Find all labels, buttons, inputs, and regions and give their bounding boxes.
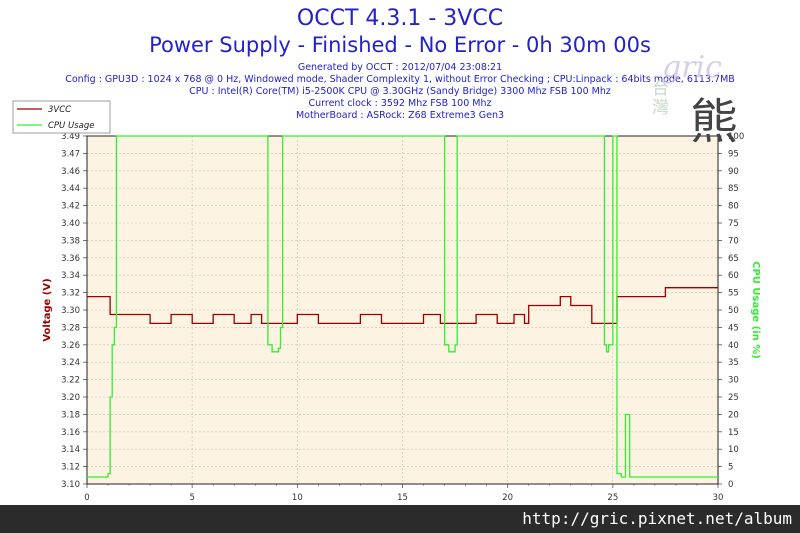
y-tick-label: 3.40: [61, 219, 80, 229]
y-tick-label: 3.32: [61, 289, 80, 299]
y-tick-label: 3.24: [61, 358, 80, 368]
y-tick-label: 3.30: [61, 306, 80, 316]
generated-line: Generated by OCCT : 2012/07/04 23:08:21: [297, 62, 503, 73]
watermark-logo-big: 熊: [690, 94, 739, 150]
x-tick-label: 30: [713, 493, 724, 503]
y2-tick-label: 10: [728, 445, 739, 455]
clock-line: Current clock : 3592 Mhz FSB 100 Mhz: [308, 98, 492, 109]
y2-tick-label: 20: [728, 410, 739, 420]
y-tick-label: 3.49: [61, 132, 80, 142]
y2-tick-label: 30: [728, 376, 739, 386]
x-tick-label: 15: [397, 493, 408, 503]
y2-tick-label: 100: [728, 132, 744, 142]
footer-url[interactable]: http://gric.pixnet.net/album: [522, 509, 792, 528]
y2-tick-label: 65: [728, 254, 739, 264]
footer-bar: http://gric.pixnet.net/album: [0, 505, 800, 533]
cpu-line: CPU : Intel(R) Core(TM) i5-2500K CPU @ 3…: [189, 86, 611, 97]
y2-tick-label: 80: [728, 202, 739, 212]
y-tick-label: 3.12: [61, 463, 80, 473]
y2-tick-label: 15: [728, 428, 739, 438]
legend: 3VCC CPU Usage: [12, 100, 111, 134]
y-tick-label: 3.38: [61, 236, 80, 246]
series-lines: [87, 135, 718, 478]
x-tick-label: 0: [84, 493, 89, 503]
series-line-cpu-usage: [87, 135, 718, 478]
series-line-3vcc: [87, 287, 718, 325]
y-tick-label: 3.28: [61, 323, 80, 333]
grid-lines: [86, 135, 719, 485]
y-tick-label: 3.44: [61, 184, 80, 194]
y-tick-label: 3.16: [61, 428, 80, 438]
y-tick-label: 3.10: [61, 480, 80, 490]
y2-tick-label: 95: [728, 149, 739, 159]
y-tick-label: 3.42: [61, 202, 80, 212]
motherboard-line: MotherBoard : ASRock: Z68 Extreme3 Gen3: [295, 110, 505, 121]
y-tick-label: 3.22: [61, 376, 80, 386]
y-tick-label: 3.36: [61, 254, 80, 264]
y2-tick-label: 55: [728, 289, 739, 299]
y2-tick-label: 85: [728, 184, 739, 194]
y-tick-label: 3.20: [61, 393, 80, 403]
y-tick-label: 3.18: [61, 410, 80, 420]
chart-title: OCCT 4.3.1 - 3VCC: [296, 6, 504, 31]
legend-label: 3VCC: [48, 105, 71, 115]
y2-tick-label: 35: [728, 358, 739, 368]
y-tick-label: 3.34: [61, 271, 80, 281]
y2-tick-label: 5: [728, 463, 733, 473]
y2-axis-label: CPU Usage (in %): [750, 261, 761, 359]
y2-tick-label: 50: [728, 306, 739, 316]
legend-box: [12, 100, 111, 134]
legend-label: CPU Usage: [48, 121, 94, 131]
y2-tick-label: 60: [728, 271, 739, 281]
watermark-logo-small: 台灣: [652, 79, 669, 118]
y2-tick-label: 70: [728, 236, 739, 246]
x-tick-label: 20: [502, 493, 513, 503]
y-tick-label: 3.14: [61, 445, 80, 455]
x-tick-label: 10: [292, 493, 303, 503]
chart-subtitle: Power Supply - Finished - No Error - 0h …: [149, 33, 651, 57]
y2-tick-label: 75: [728, 219, 739, 229]
watermark-logo-latin: gric: [662, 50, 722, 85]
y-tick-label: 3.47: [61, 149, 80, 159]
y-tick-label: 3.46: [61, 167, 80, 177]
y2-tick-label: 45: [728, 323, 739, 333]
y2-tick-label: 25: [728, 393, 739, 403]
config-line: Config : GPU3D : 1024 x 768 @ 0 Hz, Wind…: [65, 74, 735, 85]
y-tick-label: 3.26: [61, 341, 80, 351]
y2-tick-label: 0: [728, 480, 733, 490]
y2-tick-label: 90: [728, 167, 739, 177]
y-axis-label: Voltage (V): [42, 278, 53, 341]
x-tick-label: 5: [189, 493, 194, 503]
x-tick-label: 25: [607, 493, 618, 503]
y2-tick-label: 40: [728, 341, 739, 351]
